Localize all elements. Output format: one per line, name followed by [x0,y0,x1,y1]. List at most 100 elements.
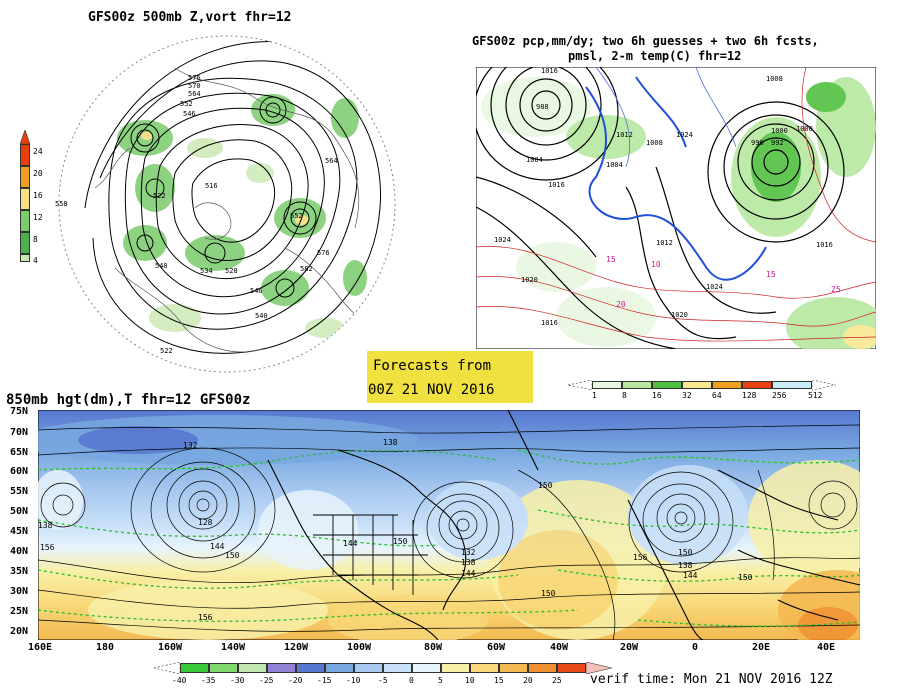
contour-label: 522 [153,192,166,200]
contour-label: 534 [200,267,213,275]
colorbar-segment [470,663,499,673]
height-label: 144 [461,569,476,578]
contour-label: 564 [188,90,201,98]
contour-label: 522 [160,347,173,355]
colorbar-label: 8 [33,235,38,244]
height-label: 128 [198,518,213,527]
temp-label: 10 [651,260,661,269]
lon-label: 80W [424,642,443,653]
colorbar-label: -10 [346,676,361,685]
contour-label: 552 [290,212,303,220]
colorbar-segment [20,166,30,188]
colorbar-top-arrow [20,130,30,144]
colorbar-label: 20 [523,676,533,685]
colorbar-label: 5 [438,676,443,685]
colorbar-segment [20,188,30,210]
lon-label: 0 [692,642,699,653]
colorbar-segment [296,663,325,673]
height-label: 150 [738,573,753,582]
colorbar-label: -40 [172,676,187,685]
colorbar-segment [441,663,470,673]
colorbar-segment [652,381,682,389]
pmsl-label: 1016 [541,319,558,327]
lat-label: 65N [10,447,29,458]
height-label: 138 [38,521,53,530]
colorbar-label: 32 [682,391,692,400]
colorbar-segment [712,381,742,389]
contour-label: 558 [55,200,68,208]
colorbar-label: -15 [317,676,332,685]
lon-label: 40E [817,642,836,653]
height-label: 132 [461,548,476,557]
lon-label: 120W [284,642,309,653]
forecast-banner [367,351,533,403]
contour-label: 582 [300,265,313,273]
contour-label: 576 [317,249,330,257]
height-label: 150 [678,548,693,557]
colorbar-label: 15 [494,676,504,685]
colorbar-label: 256 [772,391,787,400]
colorbar-segment [622,381,652,389]
lon-label: 140W [221,642,246,653]
contour-label: 576 [188,74,201,82]
height-label: 144 [210,542,225,551]
pmsl-label: 1024 [494,236,511,244]
colorbar-segment [267,663,296,673]
colorbar-segment [354,663,383,673]
height-label: 156 [633,553,648,562]
pmsl-label: 1008 [766,75,783,83]
pmsl-label: 1024 [706,283,723,291]
temp-label: 25 [831,285,841,294]
lat-label: 30N [10,586,29,597]
colorbar-segment [383,663,412,673]
lat-label: 45N [10,526,29,537]
850mb-map: 132 138 150 128 144 150 156 144 150 132 … [38,410,860,640]
colorbar-label: -35 [201,676,216,685]
banner-line1: Forecasts from [373,358,492,374]
colorbar-segment [325,663,354,673]
colorbar-label: -30 [230,676,245,685]
colorbar-label: 12 [33,213,43,222]
colorbar-label: 64 [712,391,722,400]
height-label: 156 [198,613,213,622]
colorbar-segment [592,381,622,389]
pmsl-label: 1008 [646,139,663,147]
pmsl-label: 1004 [526,156,543,164]
colorbar-segment [20,144,30,166]
lat-label: 50N [10,506,29,517]
pmsl-label: 1024 [676,131,693,139]
temp-label: 15 [606,255,616,264]
lat-label: 70N [10,427,29,438]
pmsl-precip-map: 1016 1004 988 1012 1008 992 1000 1004 10… [476,67,876,349]
colorbar-right-arrow [812,380,836,390]
pmsl-label: 996 [751,139,764,147]
pmsl-label: 1012 [656,239,673,247]
lon-label: 20E [752,642,771,653]
colorbar-segment [180,663,209,673]
contour-label: 540 [255,312,268,320]
contour-label: 528 [225,267,238,275]
colorbar-label: 24 [33,147,43,156]
colorbar-segment [238,663,267,673]
height-label: 156 [40,543,55,552]
colorbar-segment [20,232,30,254]
pmsl-label: 1012 [616,131,633,139]
colorbar-segment [20,210,30,232]
colorbar-label: 25 [552,676,562,685]
colorbar-left-arrow [568,380,592,390]
lat-label: 40N [10,546,29,557]
colorbar-label: -5 [378,676,388,685]
lon-label: 100W [347,642,372,653]
pmsl-label: 1004 [606,161,623,169]
lat-label: 20N [10,626,29,637]
lon-label: 60W [487,642,506,653]
colorbar-segment [209,663,238,673]
colorbar-segment [772,381,812,389]
contour-label: 552 [180,100,193,108]
lon-label: 180 [96,642,115,653]
lat-label: 75N [10,406,29,417]
height-label: 138 [461,558,476,567]
temp-label: 15 [766,270,776,279]
colorbar-left-arrow [154,662,180,674]
colorbar-segment [742,381,772,389]
